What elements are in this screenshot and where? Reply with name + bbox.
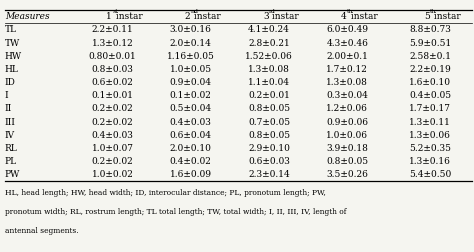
Text: 2.2±0.19: 2.2±0.19 (409, 65, 451, 74)
Text: 1.3±0.11: 1.3±0.11 (409, 118, 451, 127)
Text: 1.7±0.12: 1.7±0.12 (326, 65, 368, 74)
Text: 8.8±0.73: 8.8±0.73 (409, 25, 451, 34)
Text: 1.3±0.08: 1.3±0.08 (326, 78, 368, 87)
Text: TW: TW (5, 39, 20, 48)
Text: st: st (112, 9, 118, 14)
Text: III: III (5, 118, 16, 127)
Text: 0.1±0.01: 0.1±0.01 (91, 91, 134, 100)
Text: HW: HW (5, 52, 22, 61)
Text: 1.0±0.02: 1.0±0.02 (91, 170, 134, 179)
Text: HL, head length; HW, head width; ID, interocular distance; PL, pronotum length; : HL, head length; HW, head width; ID, int… (5, 189, 326, 197)
Text: 2.0±0.14: 2.0±0.14 (170, 39, 212, 48)
Text: 1.6±0.10: 1.6±0.10 (409, 78, 451, 87)
Text: 2.58±0.1: 2.58±0.1 (409, 52, 451, 61)
Text: 1.3±0.16: 1.3±0.16 (409, 157, 451, 166)
Text: 1.3±0.06: 1.3±0.06 (409, 131, 451, 140)
Text: 1.6±0.09: 1.6±0.09 (170, 170, 212, 179)
Text: 1.16±0.05: 1.16±0.05 (167, 52, 215, 61)
Text: 1: 1 (106, 12, 112, 21)
Text: instar: instar (347, 12, 377, 21)
Text: th: th (347, 9, 354, 14)
Text: PL: PL (5, 157, 17, 166)
Text: 1.7±0.17: 1.7±0.17 (409, 104, 451, 113)
Text: TL: TL (5, 25, 17, 34)
Text: I: I (5, 91, 9, 100)
Text: II: II (5, 104, 12, 113)
Text: 2.0±0.10: 2.0±0.10 (170, 144, 212, 153)
Text: 0.7±0.05: 0.7±0.05 (248, 118, 290, 127)
Text: 2.3±0.14: 2.3±0.14 (248, 170, 290, 179)
Text: 5: 5 (424, 12, 429, 21)
Text: 3.5±0.26: 3.5±0.26 (326, 170, 368, 179)
Text: 6.0±0.49: 6.0±0.49 (326, 25, 368, 34)
Text: ID: ID (5, 78, 16, 87)
Text: 2.2±0.11: 2.2±0.11 (91, 25, 134, 34)
Text: 4.1±0.24: 4.1±0.24 (248, 25, 290, 34)
Text: 1.3±0.08: 1.3±0.08 (248, 65, 290, 74)
Text: 0.2±0.02: 0.2±0.02 (91, 104, 134, 113)
Text: 0.4±0.05: 0.4±0.05 (409, 91, 451, 100)
Text: instar: instar (191, 12, 221, 21)
Text: 1.1±0.04: 1.1±0.04 (248, 78, 290, 87)
Text: 0.4±0.03: 0.4±0.03 (170, 118, 212, 127)
Text: antennal segments.: antennal segments. (5, 227, 78, 235)
Text: 0.8±0.03: 0.8±0.03 (91, 65, 134, 74)
Text: 1.0±0.06: 1.0±0.06 (326, 131, 368, 140)
Text: 4: 4 (341, 12, 346, 21)
Text: 5.4±0.50: 5.4±0.50 (409, 170, 451, 179)
Text: instar: instar (269, 12, 299, 21)
Text: HL: HL (5, 65, 18, 74)
Text: 0.2±0.02: 0.2±0.02 (91, 118, 134, 127)
Text: 0.3±0.04: 0.3±0.04 (326, 91, 368, 100)
Text: nd: nd (191, 9, 199, 14)
Text: 3.9±0.18: 3.9±0.18 (326, 144, 368, 153)
Text: 5.2±0.35: 5.2±0.35 (409, 144, 451, 153)
Text: 0.8±0.05: 0.8±0.05 (248, 131, 290, 140)
Text: 0.6±0.02: 0.6±0.02 (91, 78, 134, 87)
Text: 0.4±0.03: 0.4±0.03 (91, 131, 134, 140)
Text: Measures: Measures (5, 12, 49, 21)
Text: 0.2±0.02: 0.2±0.02 (91, 157, 134, 166)
Text: pronotum width; RL, rostrum length; TL total length; TW, total width; I, II, III: pronotum width; RL, rostrum length; TL t… (5, 208, 346, 216)
Text: rd: rd (269, 9, 276, 14)
Text: RL: RL (5, 144, 18, 153)
Text: 2.9±0.10: 2.9±0.10 (248, 144, 290, 153)
Text: 0.9±0.04: 0.9±0.04 (170, 78, 212, 87)
Text: instar: instar (113, 12, 143, 21)
Text: 1.52±0.06: 1.52±0.06 (245, 52, 293, 61)
Text: 2.8±0.21: 2.8±0.21 (248, 39, 290, 48)
Text: 0.1±0.02: 0.1±0.02 (170, 91, 212, 100)
Text: 2: 2 (185, 12, 190, 21)
Text: 0.8±0.05: 0.8±0.05 (326, 157, 368, 166)
Text: 0.4±0.02: 0.4±0.02 (170, 157, 212, 166)
Text: 1.0±0.07: 1.0±0.07 (91, 144, 134, 153)
Text: 3.0±0.16: 3.0±0.16 (170, 25, 212, 34)
Text: instar: instar (430, 12, 460, 21)
Text: 1.3±0.12: 1.3±0.12 (91, 39, 134, 48)
Text: 2.00±0.1: 2.00±0.1 (326, 52, 368, 61)
Text: 4.3±0.46: 4.3±0.46 (326, 39, 368, 48)
Text: 3: 3 (263, 12, 268, 21)
Text: 1.0±0.05: 1.0±0.05 (170, 65, 212, 74)
Text: 0.6±0.03: 0.6±0.03 (248, 157, 290, 166)
Text: 0.2±0.01: 0.2±0.01 (248, 91, 290, 100)
Text: th: th (430, 9, 437, 14)
Text: 1.2±0.06: 1.2±0.06 (326, 104, 368, 113)
Text: 0.9±0.06: 0.9±0.06 (326, 118, 368, 127)
Text: IV: IV (5, 131, 15, 140)
Text: 5.9±0.51: 5.9±0.51 (409, 39, 451, 48)
Text: 0.8±0.05: 0.8±0.05 (248, 104, 290, 113)
Text: 0.6±0.04: 0.6±0.04 (170, 131, 212, 140)
Text: 0.5±0.04: 0.5±0.04 (170, 104, 212, 113)
Text: 0.80±0.01: 0.80±0.01 (89, 52, 137, 61)
Text: PW: PW (5, 170, 20, 179)
